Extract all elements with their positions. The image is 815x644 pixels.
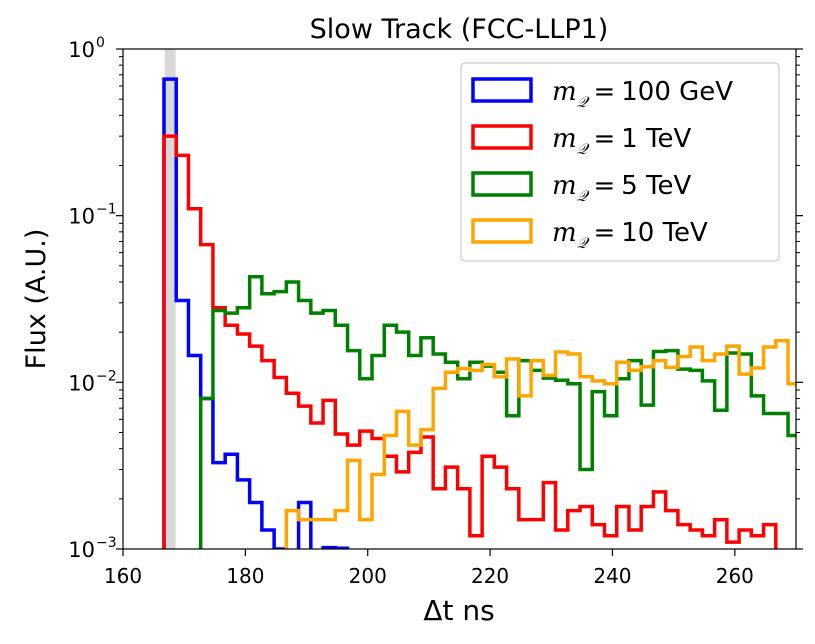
- legend-symbol: m: [552, 218, 577, 248]
- legend-symbol: m: [552, 77, 577, 107]
- legend-label: m𝒬 = 5 TeV: [552, 171, 692, 205]
- legend-value: 100 GeV: [621, 77, 733, 107]
- y-tick-label-exponent: −2: [96, 368, 117, 384]
- legend-symbol: m: [552, 124, 577, 154]
- legend-label: m𝒬 = 100 GeV: [552, 77, 733, 111]
- chart-title: Slow Track (FCC-LLP1): [310, 14, 609, 45]
- legend-equals: =: [593, 77, 615, 107]
- legend-equals: =: [593, 218, 615, 248]
- legend-subscript: 𝒬: [577, 93, 590, 111]
- shaded-band: [164, 49, 176, 549]
- series-line-10-tev: [284, 338, 796, 549]
- legend-equals: =: [593, 124, 615, 154]
- y-tick-label: 10: [68, 538, 95, 562]
- y-tick-label-exponent: −3: [96, 535, 117, 551]
- y-tick-label: 10: [68, 205, 95, 229]
- plot-frame: [122, 48, 797, 550]
- legend-label: m𝒬 = 10 TeV: [552, 218, 708, 252]
- x-tick-label: 180: [226, 564, 264, 588]
- y-axis-label: Flux (A.U.): [21, 229, 52, 370]
- legend-value: 5 TeV: [621, 171, 691, 201]
- x-tick-label: 260: [716, 564, 754, 588]
- y-tick-label: 10: [68, 38, 95, 62]
- y-tick-label-exponent: −1: [96, 202, 117, 218]
- legend-value: 1 TeV: [621, 124, 691, 154]
- legend-label: m𝒬 = 1 TeV: [552, 124, 692, 158]
- legend-frame: [460, 62, 780, 262]
- legend-equals: =: [593, 171, 615, 201]
- legend-subscript: 𝒬: [577, 187, 590, 205]
- legend-symbol: m: [552, 171, 577, 201]
- series-line-100-gev: [162, 77, 350, 549]
- x-tick-label: 240: [593, 564, 631, 588]
- legend-value: 10 TeV: [621, 218, 708, 248]
- legend-subscript: 𝒬: [577, 234, 590, 252]
- legend-swatch: [471, 171, 533, 197]
- series-line-5-tev: [198, 275, 796, 549]
- legend-swatch: [471, 124, 533, 150]
- x-tick-label: 200: [349, 564, 387, 588]
- x-axis-label: Δt ns: [423, 594, 494, 627]
- y-tick-label: 10: [68, 371, 95, 395]
- x-tick-label: 220: [471, 564, 509, 588]
- y-tick-label-exponent: 0: [96, 35, 105, 51]
- legend-swatch: [471, 77, 533, 103]
- legend-subscript: 𝒬: [577, 140, 590, 158]
- legend-swatch: [471, 218, 533, 244]
- series-line-1-tev: [162, 134, 778, 549]
- x-tick-label: 160: [104, 564, 142, 588]
